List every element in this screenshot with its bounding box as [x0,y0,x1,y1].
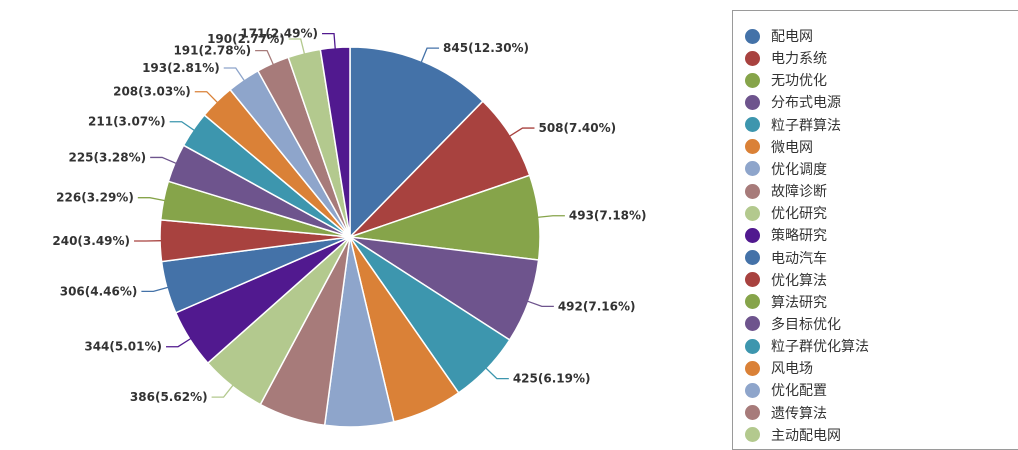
legend-swatch [745,272,760,287]
legend-item: 电力系统 [745,47,827,69]
legend-swatch [745,29,760,44]
label-leader-line [150,157,177,163]
legend-item: 优化调度 [745,158,827,180]
label-leader-line [212,385,234,398]
slice-value-label: 240(3.49%) [52,234,130,248]
legend-swatch [745,184,760,199]
legend-swatch [745,228,760,243]
slice-value-label: 208(3.03%) [113,85,191,99]
legend-label: 优化配置 [771,380,827,400]
slice-value-label: 225(3.28%) [68,150,146,164]
slice-value-label: 386(5.62%) [130,390,208,404]
label-leader-line [421,48,439,63]
legend-swatch [745,117,760,132]
label-leader-line [170,122,195,131]
slice-value-label: 226(3.29%) [56,191,134,205]
label-leader-line [537,216,565,218]
legend-label: 算法研究 [771,292,827,312]
legend-item: 微电网 [745,136,813,158]
label-leader-line [527,301,554,306]
slice-value-label: 211(3.07%) [88,115,166,129]
slice-value-label: 344(5.01%) [84,340,162,354]
slice-value-label: 193(2.81%) [142,61,220,75]
legend-item: 无功优化 [745,69,827,91]
legend-label: 无功优化 [771,70,827,90]
legend-item: 故障诊断 [745,180,827,202]
legend-label: 配电网 [771,26,813,46]
legend-swatch [745,206,760,221]
label-leader-line [166,338,191,347]
legend-swatch [745,95,760,110]
legend-swatch [745,427,760,442]
legend-item: 电动汽车 [745,247,827,269]
legend-label: 电力系统 [771,48,827,68]
label-leader-line [141,287,168,291]
legend-item: 粒子群算法 [745,114,841,136]
legend-item: 主动配电网 [745,424,841,446]
legend-swatch [745,250,760,265]
label-leader-line [509,128,535,137]
legend-item: 优化配置 [745,379,827,401]
legend-swatch [745,316,760,331]
slice-value-label: 425(6.19%) [513,372,591,386]
label-leader-line [255,51,274,66]
label-leader-line [289,39,305,55]
legend-item: 多目标优化 [745,313,841,335]
legend-item: 策略研究 [745,224,827,246]
legend-label: 粒子群算法 [771,115,841,135]
legend-swatch [745,139,760,154]
legend-swatch [745,339,760,354]
slice-value-label: 845(12.30%) [443,41,529,55]
pie-slices [160,47,540,427]
label-leader-line [485,368,509,379]
legend-label: 优化研究 [771,203,827,223]
legend-label: 优化调度 [771,159,827,179]
legend-label: 故障诊断 [771,181,827,201]
label-leader-line [138,198,166,201]
slice-value-label: 493(7.18%) [569,209,647,223]
legend-label: 策略研究 [771,225,827,245]
slice-value-label: 492(7.16%) [558,299,636,313]
legend-swatch [745,405,760,420]
legend-item: 算法研究 [745,291,827,313]
legend-item: 分布式电源 [745,91,841,113]
slice-value-label: 306(4.46%) [60,284,138,298]
legend-item: 配电网 [745,25,813,47]
legend-swatch [745,383,760,398]
legend-item: 粒子群优化算法 [745,335,869,357]
legend-swatch [745,73,760,88]
label-leader-line [195,92,218,103]
legend-item: 优化算法 [745,269,827,291]
legend-label: 主动配电网 [771,425,841,445]
legend-swatch [745,51,760,66]
legend-label: 分布式电源 [771,92,841,112]
legend-swatch [745,161,760,176]
legend-label: 优化算法 [771,270,827,290]
legend-label: 风电场 [771,358,813,378]
legend-label: 微电网 [771,137,813,157]
legend-label: 粒子群优化算法 [771,336,869,356]
slice-value-label: 508(7.40%) [538,121,616,135]
legend-item: 遗传算法 [745,402,827,424]
chart-legend: 配电网电力系统无功优化分布式电源粒子群算法微电网优化调度故障诊断优化研究策略研究… [732,10,1018,450]
legend-label: 电动汽车 [771,248,827,268]
legend-label: 多目标优化 [771,314,841,334]
legend-swatch [745,294,760,309]
legend-swatch [745,361,760,376]
legend-label: 遗传算法 [771,403,827,423]
legend-item: 风电场 [745,357,813,379]
legend-item: 优化研究 [745,202,827,224]
slice-value-label: 171(2.49%) [240,27,318,41]
label-leader-line [224,68,245,81]
